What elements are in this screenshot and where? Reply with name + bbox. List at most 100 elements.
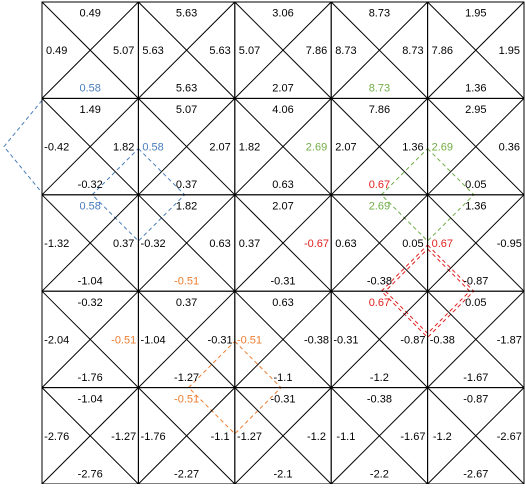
cell-value-left: -0.51: [237, 334, 262, 346]
cell-value-right: 7.86: [306, 45, 327, 57]
cell-value-bottom: -1.76: [78, 372, 103, 384]
grid-diagonal-up-0-1: [138, 1, 236, 99]
blue-outline-1-a: [91, 147, 186, 242]
grid-diagonal-up-2-4: [427, 194, 525, 292]
grid-diagonal-up-4-3: [330, 387, 428, 485]
cell-value-bottom: -1.27: [174, 372, 199, 384]
blue-outline-left-edge: [3, 100, 43, 194]
cell-value-bottom: -2.67: [463, 468, 488, 480]
cell-value-bottom: 0.37: [176, 179, 197, 191]
cell-value-right: 1.82: [113, 142, 134, 154]
grid-diagonal-up-2-2: [234, 194, 332, 292]
cell-value-bottom: -0.32: [78, 179, 103, 191]
cell-value-bottom: 0.67: [369, 179, 390, 191]
cell-value-top: 0.49: [79, 8, 100, 20]
grid-diagonal-up-2-3: [330, 194, 428, 292]
cell-value-top: 5.63: [176, 8, 197, 20]
cell-value-top: 2.95: [465, 104, 486, 116]
cell-value-bottom: 5.63: [176, 83, 197, 95]
cell-value-right: 8.73: [402, 45, 423, 57]
grid-diagonal-up-1-2: [234, 98, 332, 196]
cell-value-right: -0.51: [111, 334, 136, 346]
grid-diagonal-up-1-0: [41, 98, 139, 196]
cell-value-left: -0.42: [44, 142, 69, 154]
cell-value-right: -0.67: [304, 238, 329, 250]
cell-value-left: 2.07: [335, 142, 356, 154]
cell-value-top: 1.82: [176, 201, 197, 213]
cell-value-right: -1.87: [497, 334, 522, 346]
cell-value-right: -0.87: [400, 334, 425, 346]
cell-value-right: 0.36: [499, 142, 520, 154]
grid-diagonal-up-0-3: [330, 1, 428, 99]
cell-value-bottom: -2.76: [78, 468, 103, 480]
cell-value-top: 8.73: [369, 8, 390, 20]
cell-value-bottom: -2.27: [174, 468, 199, 480]
grid-diagonal-up-3-2: [234, 290, 332, 388]
cell-value-top: 1.49: [79, 104, 100, 116]
cell-value-bottom: -1.04: [78, 276, 103, 288]
grid-diagonal-up-3-0: [41, 290, 139, 388]
grid-diagonal-up-3-3: [330, 290, 428, 388]
cell-value-bottom: -2.2: [370, 468, 389, 480]
cell-value-left: 0.58: [142, 142, 163, 154]
cell-value-left: -0.31: [333, 334, 358, 346]
cell-value-right: -1.27: [111, 431, 136, 443]
cell-value-bottom: -0.51: [174, 276, 199, 288]
cell-value-top: 3.06: [272, 8, 293, 20]
cell-value-bottom: -1.1: [274, 372, 293, 384]
cell-value-bottom: 0.58: [79, 83, 100, 95]
cell-value-right: 5.07: [113, 45, 134, 57]
cell-value-right: 1.36: [402, 142, 423, 154]
cell-value-left: 5.07: [239, 45, 260, 57]
cell-value-left: -1.1: [336, 431, 355, 443]
cell-value-left: -1.76: [141, 431, 166, 443]
cell-value-left: -0.38: [430, 334, 455, 346]
cell-value-bottom: -0.87: [463, 276, 488, 288]
cell-value-top: -0.32: [78, 297, 103, 309]
grid-diagonal-up-2-0: [41, 194, 139, 292]
cell-value-top: 0.37: [176, 297, 197, 309]
cell-value-right: 0.63: [209, 238, 230, 250]
cell-value-right: -0.31: [208, 334, 233, 346]
cell-value-left: 5.63: [142, 45, 163, 57]
grid-diagonal-up-0-4: [427, 1, 525, 99]
grid-diagonal-up-4-1: [138, 387, 236, 485]
cell-value-right: 0.37: [113, 238, 134, 250]
cell-value-right: -2.67: [497, 431, 522, 443]
cell-value-right: -1.2: [307, 431, 326, 443]
cell-value-right: -1.1: [211, 431, 230, 443]
cell-value-top: 1.95: [465, 8, 486, 20]
cell-value-right: -0.95: [497, 238, 522, 250]
grid-diagonal-up-4-0: [41, 387, 139, 485]
cell-value-right: 5.63: [209, 45, 230, 57]
cell-value-bottom: 0.63: [272, 179, 293, 191]
cell-value-left: 0.49: [46, 45, 67, 57]
cell-value-top: 2.69: [369, 201, 390, 213]
green-outline-2-a: [380, 147, 475, 242]
cell-value-bottom: 0.05: [465, 179, 486, 191]
cell-value-left: -2.76: [44, 431, 69, 443]
cell-value-top: 2.07: [272, 201, 293, 213]
cell-value-right: -1.67: [400, 431, 425, 443]
cell-value-left: 0.63: [335, 238, 356, 250]
cell-value-bottom: -1.2: [370, 372, 389, 384]
red-outline-3-a: [380, 244, 475, 339]
cell-value-top: -1.04: [78, 393, 103, 405]
cell-value-bottom: 8.73: [369, 83, 390, 95]
cell-value-left: -1.2: [433, 431, 452, 443]
cell-value-bottom: -0.38: [367, 276, 392, 288]
grid-diagonal-up-4-4: [427, 387, 525, 485]
cell-value-bottom: -2.1: [274, 468, 293, 480]
cell-value-left: 1.82: [239, 142, 260, 154]
cell-value-right: 0.05: [402, 238, 423, 250]
cell-value-top: 1.36: [465, 201, 486, 213]
cell-value-left: 0.37: [239, 238, 260, 250]
cell-value-top: -0.31: [270, 393, 295, 405]
cell-value-top: -0.87: [463, 393, 488, 405]
grid-diagonal-up-1-1: [138, 98, 236, 196]
cell-value-right: 2.07: [209, 142, 230, 154]
cell-value-top: -0.51: [174, 393, 199, 405]
grid-diagonal-up-3-1: [138, 290, 236, 388]
grid-diagonal-up-1-3: [330, 98, 428, 196]
